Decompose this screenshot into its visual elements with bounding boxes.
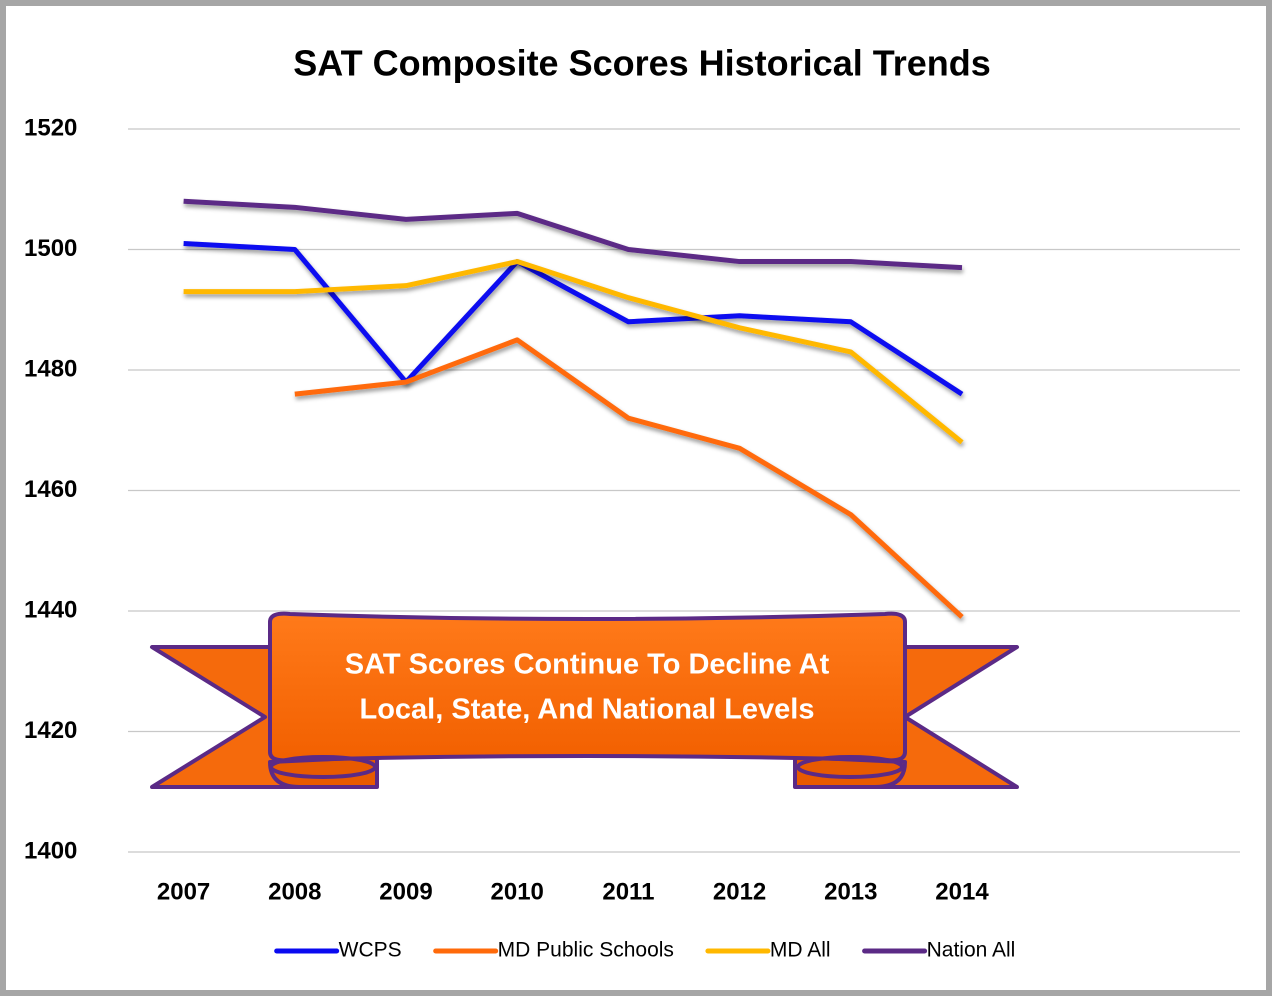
y-tick-label: 1400: [24, 837, 77, 864]
chart-frame: [3, 3, 1269, 993]
y-tick-label: 1480: [24, 355, 77, 382]
y-tick-label: 1500: [24, 235, 77, 262]
y-tick-label: 1460: [24, 476, 77, 503]
x-tick-label: 2012: [713, 878, 766, 905]
legend-label: Nation All: [927, 939, 1016, 962]
chart: SAT Composite Scores Historical Trends 1…: [0, 0, 1272, 996]
x-tick-label: 2009: [379, 878, 432, 905]
x-tick-label: 2013: [824, 878, 877, 905]
y-tick-label: 1440: [24, 596, 77, 623]
legend-label: MD Public Schools: [498, 939, 674, 962]
x-tick-label: 2008: [268, 878, 321, 905]
x-tick-label: 2011: [602, 878, 654, 905]
chart-title: SAT Composite Scores Historical Trends: [293, 43, 991, 84]
annotation-text: Local, State, And National Levels: [360, 694, 815, 726]
legend-label: MD All: [770, 939, 831, 962]
x-tick-label: 2010: [491, 878, 544, 905]
page: SAT Composite Scores Historical Trends 1…: [0, 0, 1272, 996]
legend-label: WCPS: [339, 939, 402, 962]
x-tick-label: 2014: [935, 878, 989, 905]
annotation-text: SAT Scores Continue To Decline At: [345, 649, 830, 681]
y-tick-label: 1520: [24, 114, 77, 141]
ribbon-body: [270, 614, 905, 761]
y-tick-label: 1420: [24, 717, 77, 744]
x-tick-label: 2007: [157, 878, 210, 905]
